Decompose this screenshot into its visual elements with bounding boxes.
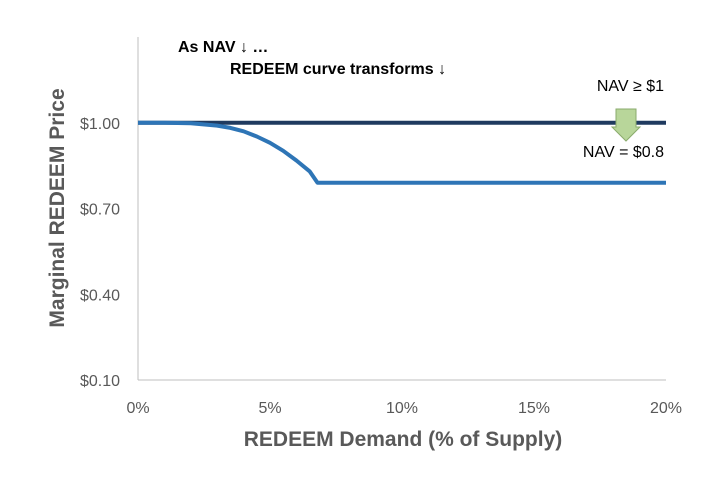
plot-area bbox=[137, 37, 666, 381]
x-tick-label: 10% bbox=[386, 400, 418, 417]
series-label-nav-ge-1: NAV ≥ $1 bbox=[597, 78, 664, 95]
x-axis-title: REDEEM Demand (% of Supply) bbox=[244, 428, 563, 451]
x-tick-label: 0% bbox=[126, 400, 149, 417]
series-label-nav-0-8: NAV = $0.8 bbox=[583, 144, 664, 161]
annotation-nav-down: As NAV ↓ … bbox=[178, 39, 268, 56]
x-tick-label: 20% bbox=[650, 400, 682, 417]
y-tick-label: $1.00 bbox=[80, 116, 120, 133]
y-tick-label: $0.70 bbox=[80, 202, 120, 219]
curves bbox=[138, 120, 666, 185]
annotation-curve-transforms: REDEEM curve transforms ↓ bbox=[230, 61, 446, 78]
y-tick-label: $0.40 bbox=[80, 287, 120, 304]
tick-labels: 0% 5% 10% 15% 20% $0.10 $0.40 $0.70 $1.00 bbox=[80, 116, 682, 417]
x-tick-label: 5% bbox=[258, 400, 281, 417]
series-line-nav-0-8 bbox=[138, 120, 666, 185]
down-arrow-icon bbox=[610, 108, 642, 142]
x-tick-label: 15% bbox=[518, 400, 550, 417]
y-tick-label: $0.10 bbox=[80, 373, 120, 390]
y-axis-title: Marginal REDEEM Price bbox=[46, 88, 69, 327]
